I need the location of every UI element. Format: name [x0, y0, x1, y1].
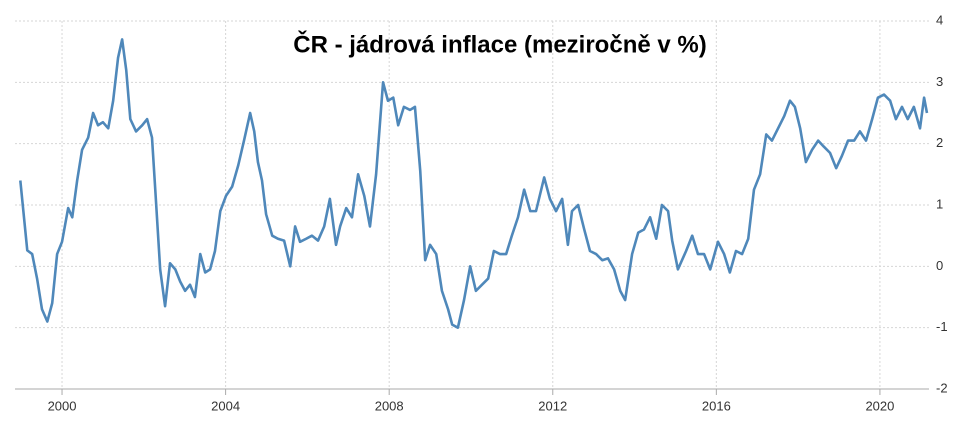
x-tick-label: 2004 [211, 398, 240, 413]
y-tick-label: -1 [936, 319, 948, 334]
y-tick-label: -2 [936, 380, 948, 395]
x-tick-label: 2012 [538, 398, 567, 413]
x-tick-label: 2008 [375, 398, 404, 413]
data-line [19, 38, 929, 329]
x-tick-label: 2016 [702, 398, 731, 413]
x-tick-label: 2000 [48, 398, 77, 413]
chart-title: ČR - jádrová inflace (meziročně v %) [293, 30, 706, 58]
y-tick-label: 0 [936, 258, 943, 273]
x-tick-label: 2020 [865, 398, 894, 413]
y-tick-label: 1 [936, 196, 943, 211]
y-tick-label: 4 [936, 12, 943, 27]
y-tick-label: 3 [936, 74, 943, 89]
y-tick-label: 2 [936, 135, 943, 150]
